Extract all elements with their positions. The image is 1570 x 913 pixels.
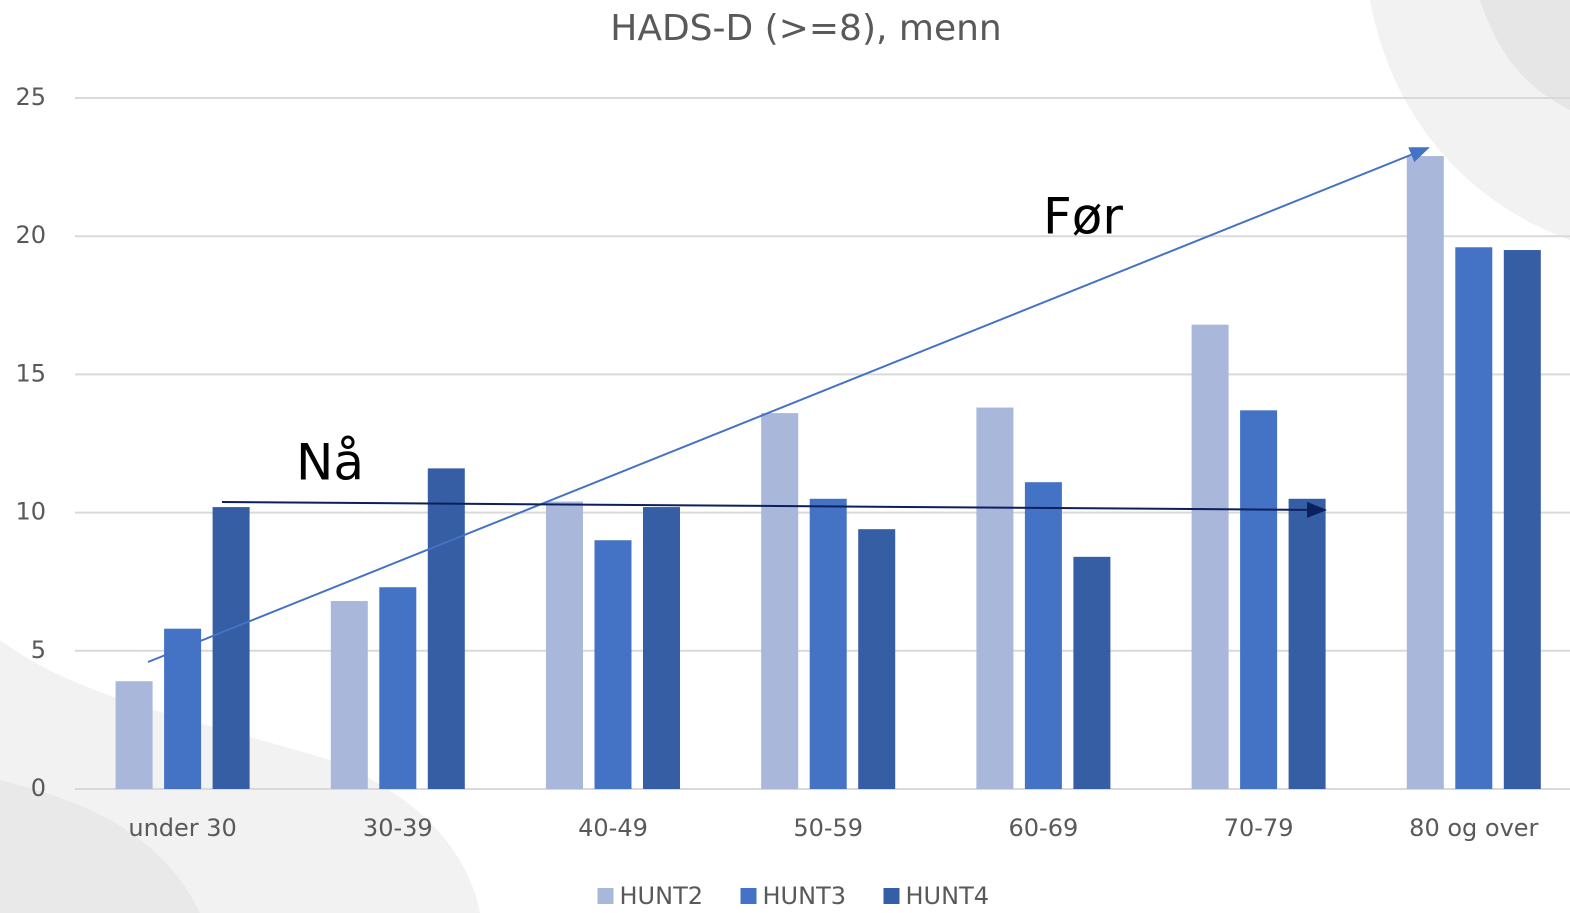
bar (427, 468, 465, 789)
y-tick-label: 0 (31, 774, 46, 802)
bar (858, 529, 896, 789)
legend-label: HUNT2 (620, 882, 704, 910)
bar (212, 507, 250, 789)
chart-title: HADS-D (>=8), menn (610, 8, 1001, 49)
x-tick-label: 70-79 (1224, 814, 1294, 842)
y-tick-label: 5 (31, 636, 46, 664)
x-tick-label: 60-69 (1009, 814, 1079, 842)
y-tick-label: 15 (15, 359, 46, 387)
bar (546, 501, 583, 789)
bar (1406, 156, 1444, 789)
legend-swatch (883, 888, 900, 904)
x-tick-label: under 30 (128, 814, 236, 842)
bar (379, 587, 417, 789)
legend-label: HUNT3 (763, 882, 847, 910)
legend-swatch (740, 888, 757, 904)
legend-label: HUNT4 (906, 882, 990, 910)
x-tick-label: 50-59 (793, 814, 863, 842)
annotation: Nå (296, 434, 364, 492)
bar (115, 681, 153, 789)
bar (1455, 247, 1493, 790)
trend-arrow (147, 147, 1430, 663)
x-tick-label: 80 og over (1409, 814, 1538, 842)
bar (594, 540, 632, 789)
y-tick-label: 25 (15, 83, 46, 111)
y-tick-label: 10 (15, 498, 46, 526)
annotation: Før (1043, 188, 1123, 246)
bar (809, 498, 847, 789)
y-tick-label: 20 (15, 221, 46, 249)
bar (164, 628, 202, 789)
x-tick-label: 40-49 (578, 814, 648, 842)
trend-arrow (221, 501, 1327, 518)
bar (330, 601, 368, 789)
bar (761, 413, 799, 789)
bar (1240, 410, 1278, 789)
bar (1288, 498, 1326, 789)
arrows (147, 147, 1430, 663)
plot-area: 0 5 10 15 20 25 under 30 30-39 40-49 50-59 60-69 70… (15, 83, 1570, 910)
legend-swatch (597, 888, 614, 904)
bar (1024, 482, 1062, 789)
bar (1503, 250, 1541, 789)
bar (1191, 324, 1229, 789)
bar (643, 507, 680, 789)
x-tick-label: 30-39 (363, 814, 433, 842)
bar (1073, 556, 1111, 789)
bar (976, 407, 1014, 789)
